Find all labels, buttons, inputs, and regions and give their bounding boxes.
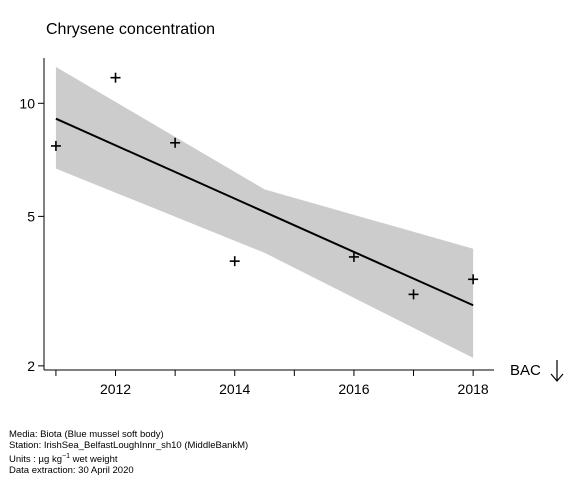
y-tick-label: 10 (19, 95, 35, 111)
y-tick-label: 2 (27, 358, 35, 374)
bac-label: BAC (510, 362, 541, 379)
y-tick-label: 5 (27, 208, 35, 224)
x-tick-label: 2018 (458, 381, 489, 397)
down-arrow-icon (550, 360, 564, 382)
caption-extraction: Data extraction: 30 April 2020 (9, 465, 134, 476)
caption-units-prefix: Units : µg kg (9, 454, 62, 465)
caption-units: Units : µg kg−1 wet weight (9, 451, 248, 465)
chrysene-chart: Chrysene concentration 2012 2014 2016 20182… (19, 21, 564, 397)
data-point (408, 289, 419, 300)
x-tick-label: 2014 (219, 381, 250, 397)
caption-station: Station: IrishSea_BelfastLoughInnr_sh10 … (9, 440, 249, 451)
data-point (348, 251, 359, 262)
data-points (50, 72, 479, 300)
data-point (50, 140, 61, 151)
data-point (229, 256, 240, 267)
caption-units-superscript: −1 (62, 453, 70, 460)
data-point (468, 274, 479, 285)
chart-caption: Media: Biota (Blue mussel soft body) Sta… (9, 429, 248, 476)
data-point (110, 72, 121, 83)
data-point (170, 137, 181, 148)
trend-line (55, 117, 474, 307)
caption-units-suffix: wet weight (69, 454, 118, 465)
axes: 2012 2014 2016 2018 2 5 10 (19, 58, 494, 397)
x-tick-label: 2016 (338, 381, 369, 397)
chart-title: Chrysene concentration (46, 21, 215, 38)
caption-media: Media: Biota (Blue mussel soft body) (9, 429, 164, 440)
x-tick-label: 2012 (100, 381, 131, 397)
